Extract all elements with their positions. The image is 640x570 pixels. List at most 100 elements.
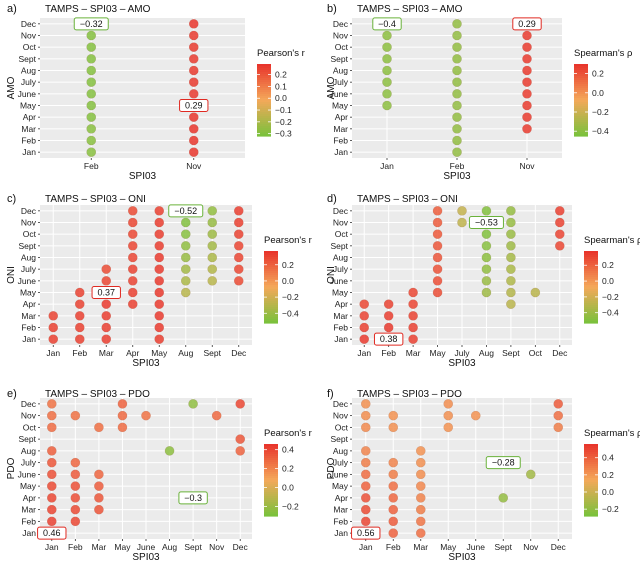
annotation-label: 0.29 [185, 101, 203, 111]
data-point [86, 30, 97, 41]
x-tick-label: Dec [552, 348, 568, 358]
legend-color-segment [584, 289, 598, 292]
panel-letter: e) [7, 388, 17, 400]
data-point [188, 53, 199, 64]
data-point [127, 217, 138, 228]
legend-color-segment [264, 444, 278, 447]
legend-color-segment [264, 279, 278, 282]
legend-color-segment [574, 76, 588, 79]
y-tick-label: June [18, 469, 37, 479]
data-point [188, 88, 199, 99]
data-point [46, 399, 57, 409]
legend-color-segment [584, 444, 598, 447]
data-point [188, 123, 199, 134]
y-tick-label: Dec [21, 206, 37, 216]
data-point [233, 205, 244, 216]
y-tick-label: Aug [21, 66, 36, 76]
legend-color-segment [257, 122, 271, 125]
annotation-box [73, 17, 109, 31]
y-tick-label: Dec [333, 399, 349, 409]
legend-color-segment [257, 128, 271, 131]
legend-color-segment [584, 470, 598, 473]
chart-title: TAMPS – SPI03 – ONI [45, 194, 146, 205]
legend-tick-label: 0.2 [282, 260, 294, 270]
chart-panel-1: a) TAMPS – SPI03 – AMOJanFebMarAprMayJune… [6, 3, 305, 182]
legend-color-segment [584, 263, 598, 266]
legend-color-segment [257, 124, 271, 127]
x-axis-title: SPI03 [132, 552, 160, 563]
y-tick-label: May [20, 481, 37, 491]
y-tick-label: Jan [22, 334, 36, 344]
x-tick-label: Dec [233, 542, 249, 552]
y-tick-label: June [18, 89, 37, 99]
data-point [498, 493, 509, 503]
data-point [452, 42, 462, 53]
legend-color-segment [574, 84, 588, 87]
data-point [481, 275, 492, 286]
y-tick-label: Dec [333, 206, 349, 216]
y-tick-label: Nov [21, 31, 37, 41]
x-tick-label: Feb [386, 542, 401, 552]
data-point [388, 516, 399, 527]
y-tick-label: Apr [335, 493, 348, 503]
data-point [94, 422, 104, 433]
legend-color-segment [257, 130, 271, 133]
data-point [154, 252, 165, 263]
annotation-box [168, 204, 204, 218]
legend-color-segment [584, 275, 598, 278]
data-point [408, 334, 418, 345]
data-point [359, 299, 370, 310]
legend-color-segment [584, 313, 598, 316]
y-tick-label: Apr [23, 493, 36, 503]
data-point [506, 205, 516, 216]
legend-color-segment [584, 301, 598, 304]
data-point [86, 53, 97, 64]
data-point [525, 469, 536, 480]
legend-color-segment [584, 281, 598, 284]
legend-color-segment [574, 68, 588, 71]
legend-tick-label: −0.1 [275, 105, 292, 115]
data-point [74, 310, 85, 321]
annotation-box [91, 286, 121, 299]
legend-color-segment [574, 126, 588, 129]
legend-tick-label: 0.2 [275, 70, 287, 80]
data-point [86, 135, 97, 146]
data-point [180, 275, 191, 286]
x-tick-label: Nov [519, 161, 535, 171]
data-point [452, 53, 462, 64]
legend-color-segment [584, 446, 598, 449]
legend-color-segment [264, 480, 278, 483]
legend-color-segment [584, 319, 598, 322]
plot-background [40, 205, 252, 345]
legend-color-segment [264, 265, 278, 268]
chart-title: TAMPS – SPI03 – AMO [357, 4, 463, 15]
y-tick-label: Aug [333, 253, 348, 263]
y-tick-label: May [20, 101, 37, 111]
legend-color-segment [574, 116, 588, 119]
data-point [117, 399, 128, 409]
legend-tick-label: −0.4 [592, 126, 609, 136]
data-point [154, 299, 165, 310]
data-point [207, 275, 218, 286]
y-tick-label: July [21, 264, 37, 274]
data-point [154, 217, 165, 228]
legend-color-segment [264, 478, 278, 481]
y-tick-label: Aug [333, 446, 348, 456]
legend-color-segment [264, 466, 278, 469]
data-point [86, 100, 97, 111]
legend-color-segment [264, 309, 278, 312]
x-tick-label: May [440, 542, 457, 552]
legend-color-segment [264, 269, 278, 272]
y-tick-label: July [21, 77, 37, 87]
legend-color-segment [264, 490, 278, 493]
y-tick-label: Mar [21, 311, 36, 321]
legend-color-segment [584, 466, 598, 469]
data-point [207, 229, 218, 240]
annotation-label: 0.37 [97, 288, 115, 298]
y-axis-title: ONI [326, 266, 337, 284]
data-point [388, 504, 399, 515]
x-tick-label: May [114, 542, 131, 552]
data-point [127, 252, 138, 263]
legend-color-segment [584, 285, 598, 288]
y-tick-label: Mar [333, 124, 348, 134]
